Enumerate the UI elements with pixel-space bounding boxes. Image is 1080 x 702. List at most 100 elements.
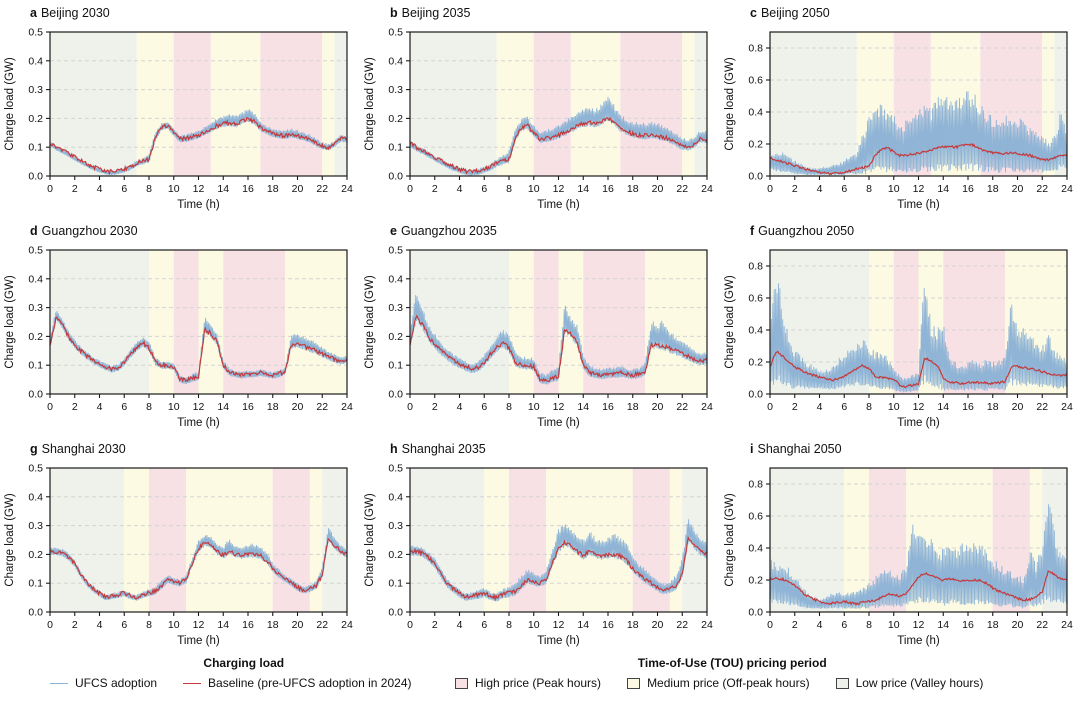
x-tick-label: 10 bbox=[888, 401, 900, 413]
y-tick-label: 0.0 bbox=[748, 389, 763, 401]
x-tick-label: 24 bbox=[1061, 183, 1073, 195]
y-tick-label: 0.2 bbox=[388, 113, 403, 125]
x-tick-label: 2 bbox=[72, 183, 78, 195]
x-tick-label: 16 bbox=[242, 619, 254, 631]
chart-f: 0.00.20.40.60.80 2 4 6 8 10 12 14 16 18 20 22 24Time… bbox=[724, 249, 1073, 429]
panel-title: f Guangzhou 2050 bbox=[750, 224, 854, 238]
legend-items-charging-load: UFCS adoption Baseline (pre-UFCS adoption… bbox=[50, 676, 438, 690]
x-tick-label: 18 bbox=[267, 401, 279, 413]
x-tick-label: 18 bbox=[987, 401, 999, 413]
tou-band-medium bbox=[645, 250, 707, 394]
series-baseline bbox=[50, 537, 348, 600]
tou-band-medium bbox=[484, 468, 509, 612]
panel-letter: g bbox=[30, 442, 38, 456]
tou-band-low bbox=[694, 32, 707, 176]
panel-letter: f bbox=[750, 224, 755, 238]
x-tick-label: 4 bbox=[97, 183, 103, 195]
panel-title: a Beijing 2030 bbox=[30, 6, 110, 20]
panel-title-text: Beijing 2030 bbox=[40, 6, 110, 20]
x-tick-label: 0 bbox=[407, 183, 413, 195]
legend-item-label: Low price (Valley hours) bbox=[855, 676, 984, 690]
y-tick-label: 0.8 bbox=[748, 479, 763, 491]
x-tick-label: 12 bbox=[553, 619, 565, 631]
y-tick-label: 0.6 bbox=[748, 511, 763, 523]
tou-band-high bbox=[260, 32, 323, 176]
panel-c-beijing-2050: c Beijing 2050 0.0 0.2 0.4 0.6 0.8 0 2 4 6 8 10 12 14 1… bbox=[720, 0, 1080, 218]
y-tick-label: 0.2 bbox=[748, 357, 763, 369]
y-tick-label: 0.4 bbox=[748, 107, 763, 119]
x-axis-label: Time (h) bbox=[177, 199, 220, 211]
panel-letter: b bbox=[390, 6, 398, 20]
tou-band-medium bbox=[149, 250, 174, 394]
panel-letter: d bbox=[30, 224, 38, 238]
x-tick-label: 18 bbox=[627, 183, 639, 195]
x-tick-label: 0 bbox=[47, 401, 53, 413]
x-tick-label: 8 bbox=[506, 619, 512, 631]
y-tick-label: 0.1 bbox=[388, 578, 403, 590]
tou-band-medium bbox=[669, 468, 683, 612]
tou-band-low bbox=[50, 250, 149, 394]
x-tick-label: 16 bbox=[962, 619, 974, 631]
x-tick-label: 8 bbox=[146, 401, 152, 413]
series-baseline bbox=[49, 316, 348, 383]
x-tick-label: 6 bbox=[841, 183, 847, 195]
x-tick-label: 18 bbox=[267, 183, 279, 195]
x-tick-label: 22 bbox=[316, 401, 328, 413]
tou-band-high bbox=[620, 32, 683, 176]
x-tick-label: 8 bbox=[866, 183, 872, 195]
legend-item-low: Low price (Valley hours) bbox=[835, 676, 984, 690]
high-swatch-icon bbox=[455, 677, 468, 689]
y-tick-label: 0.5 bbox=[28, 245, 43, 257]
x-tick-label: 20 bbox=[292, 401, 304, 413]
x-tick-label: 24 bbox=[341, 183, 353, 195]
legend-item-medium: Medium price (Off-peak hours) bbox=[627, 676, 810, 690]
x-tick-label: 14 bbox=[937, 183, 949, 195]
x-axis-label: Time (h) bbox=[897, 635, 940, 647]
x-tick-label: 10 bbox=[168, 401, 180, 413]
x-tick-label: 24 bbox=[701, 183, 713, 195]
y-tick-label: 0.8 bbox=[748, 261, 763, 273]
x-tick-label: 16 bbox=[962, 183, 974, 195]
x-tick-label: 2 bbox=[792, 619, 798, 631]
x-tick-label: 14 bbox=[577, 619, 589, 631]
x-tick-label: 2 bbox=[432, 619, 438, 631]
y-tick-label: 0.0 bbox=[748, 171, 763, 183]
x-axis-label: Time (h) bbox=[897, 199, 940, 211]
x-tick-label: 22 bbox=[316, 619, 328, 631]
x-axis-label: Time (h) bbox=[177, 635, 220, 647]
panel-e-guangzhou-2035: e Guangzhou 2035 0.0 0.1 0.2 0.3 0.4 0.5 0 2 4 6 8 10… bbox=[360, 218, 720, 436]
x-tick-label: 14 bbox=[217, 401, 229, 413]
y-tick-label: 0.4 bbox=[388, 273, 403, 285]
x-tick-label: 6 bbox=[121, 401, 127, 413]
tou-band-high bbox=[149, 468, 187, 612]
x-tick-label: 0 bbox=[767, 183, 773, 195]
tou-band-medium bbox=[309, 468, 323, 612]
x-tick-label: 0 bbox=[47, 183, 53, 195]
x-tick-label: 18 bbox=[627, 619, 639, 631]
x-tick-label: 12 bbox=[913, 401, 925, 413]
tou-band-high bbox=[893, 250, 919, 394]
x-axis-label: Time (h) bbox=[177, 417, 220, 429]
y-tick-label: 0.4 bbox=[388, 491, 403, 503]
y-tick-label: 0.6 bbox=[748, 75, 763, 87]
panel-letter: h bbox=[390, 442, 398, 456]
tou-band-low bbox=[334, 32, 347, 176]
x-tick-label: 10 bbox=[168, 619, 180, 631]
x-tick-label: 10 bbox=[528, 183, 540, 195]
x-tick-label: 4 bbox=[457, 401, 463, 413]
tou-band-low bbox=[770, 32, 857, 176]
x-tick-label: 0 bbox=[47, 619, 53, 631]
legend-item-high: High price (Peak hours) bbox=[455, 676, 601, 690]
panel-title-text: Shanghai 2050 bbox=[757, 442, 842, 456]
y-tick-label: 0.0 bbox=[28, 389, 43, 401]
legend-heading-tou-pricing: Time-of-Use (TOU) pricing period bbox=[637, 656, 827, 670]
y-axis-label: Charge load (GW) bbox=[364, 275, 376, 368]
y-tick-label: 0.1 bbox=[388, 360, 403, 372]
tou-band-medium bbox=[844, 468, 869, 612]
series-ufcs-adoption bbox=[409, 294, 708, 385]
x-tick-label: 24 bbox=[1061, 619, 1073, 631]
y-tick-label: 0.2 bbox=[748, 575, 763, 587]
tou-band-high bbox=[173, 32, 211, 176]
x-tick-label: 16 bbox=[242, 183, 254, 195]
panel-letter: i bbox=[750, 442, 754, 456]
